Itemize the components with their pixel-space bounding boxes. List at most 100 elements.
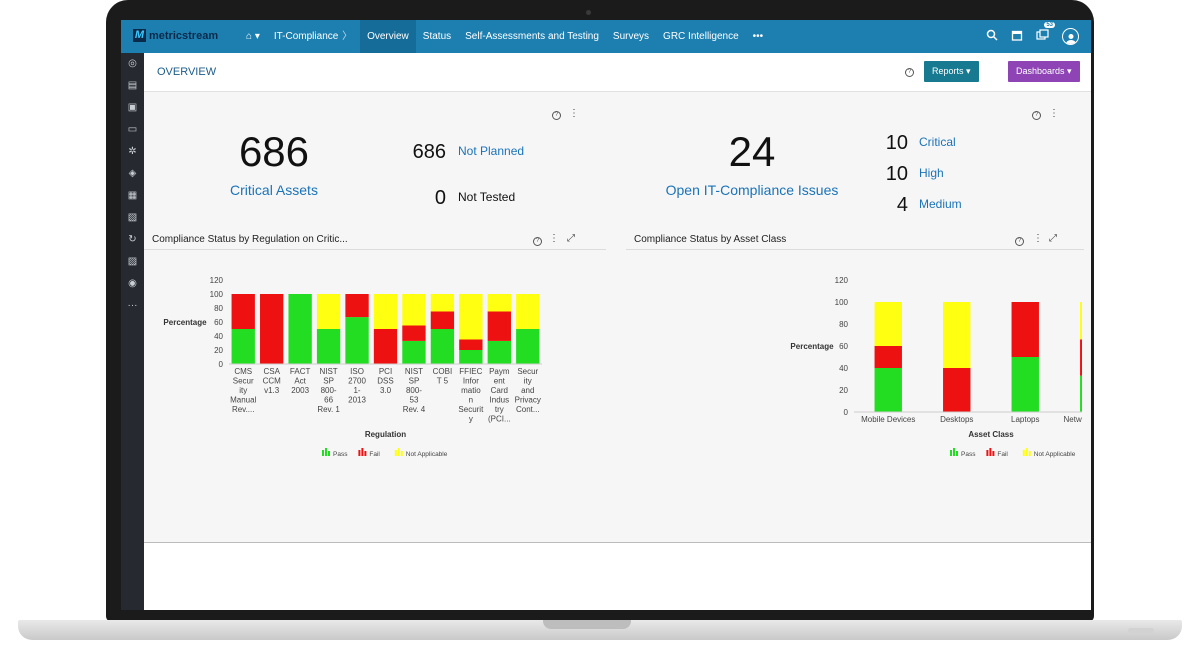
- sidebar-dashboard-icon[interactable]: ◎: [128, 58, 137, 69]
- sidebar-more-icon[interactable]: ···: [127, 300, 138, 311]
- logo[interactable]: M metricstream: [133, 29, 218, 42]
- critical-assets-label[interactable]: Critical Assets: [230, 182, 318, 198]
- nav-surveys[interactable]: Surveys: [612, 31, 650, 42]
- panel-help-icon[interactable]: ?: [1032, 111, 1041, 120]
- chart-title: Compliance Status by Asset Class: [634, 234, 787, 245]
- sidebar-risk-icon[interactable]: ◉: [128, 278, 137, 289]
- sidebar-issues-icon[interactable]: ▨: [127, 256, 138, 267]
- sidebar-assets-icon[interactable]: ◈: [128, 168, 137, 179]
- x-tick-label: NIST SP 800-53 Rev. 4: [403, 367, 426, 414]
- bar-segment: [1080, 339, 1082, 376]
- legend-swatch-icon: [394, 450, 397, 456]
- x-tick-label: Mobile Devices: [861, 415, 915, 424]
- chart-help-icon[interactable]: ?: [533, 237, 542, 246]
- sidebar-reports-icon[interactable]: ▤: [127, 80, 138, 91]
- laptop-base: [18, 620, 1182, 640]
- legend-swatch-icon: [364, 451, 367, 456]
- legend-swatch-icon: [328, 451, 330, 456]
- expand-icon[interactable]: ⤢: [567, 233, 575, 244]
- help-icon[interactable]: ?: [905, 68, 914, 77]
- legend-item: Fail: [986, 448, 1008, 458]
- panel-menu-icon[interactable]: ⋮: [1049, 108, 1059, 119]
- y-tick-label: 0: [844, 408, 849, 417]
- not-planned-label[interactable]: Not Planned: [458, 144, 525, 158]
- page-footer: [144, 542, 1091, 610]
- nav-grc-intelligence[interactable]: GRC Intelligence: [663, 31, 739, 42]
- bar-segment: [288, 294, 312, 364]
- bar-segment: [345, 317, 369, 364]
- x-tick-label: Desktops: [940, 415, 973, 424]
- reports-button[interactable]: Reports ▾: [924, 61, 979, 82]
- open-issues-label[interactable]: Open IT-Compliance Issues: [665, 182, 839, 198]
- bar-segment: [402, 340, 426, 364]
- high-label[interactable]: High: [919, 166, 944, 180]
- dashboards-button[interactable]: Dashboards ▾: [1008, 61, 1080, 82]
- top-navigation-bar: M metricstream ⌂ ▾ IT-Compliance 〉 Overv…: [121, 20, 1091, 53]
- notifications-icon[interactable]: 53: [1036, 22, 1055, 44]
- bar-segment: [943, 368, 971, 412]
- bar-segment: [373, 294, 398, 329]
- nav-status[interactable]: Status: [422, 31, 452, 42]
- critical-label[interactable]: Critical: [919, 135, 956, 149]
- x-tick-label: COBI T 5: [433, 367, 453, 386]
- bar-segment: [1011, 357, 1039, 412]
- user-avatar-icon[interactable]: [1062, 28, 1079, 45]
- calendar-icon[interactable]: [1011, 29, 1023, 44]
- notification-badge: 53: [1044, 22, 1055, 28]
- search-icon[interactable]: [986, 29, 998, 44]
- sidebar-policies-icon[interactable]: ▧: [127, 212, 138, 223]
- chart-menu-icon[interactable]: ⋮: [549, 233, 559, 244]
- legend-swatch-icon: [358, 450, 361, 456]
- bar-segment: [874, 302, 902, 346]
- sidebar-refresh-icon[interactable]: ↻: [128, 234, 137, 245]
- legend-swatch-icon: [325, 448, 327, 456]
- bar-segment: [487, 340, 511, 364]
- legend-swatch-icon: [397, 448, 400, 456]
- y-tick-label: 20: [214, 346, 223, 355]
- nav-it-compliance[interactable]: IT-Compliance 〉: [267, 20, 360, 53]
- bar-segment: [874, 368, 902, 412]
- legend-swatch-icon: [986, 450, 989, 456]
- legend-swatch-icon: [989, 448, 992, 456]
- legend-label: Not Applicable: [406, 451, 448, 458]
- chart-help-icon[interactable]: ?: [1015, 237, 1024, 246]
- bar-segment: [874, 346, 902, 368]
- y-tick-label: 80: [839, 320, 848, 329]
- nav-self-assessments[interactable]: Self-Assessments and Testing: [465, 31, 599, 42]
- chart-divider: [626, 249, 1084, 250]
- nav-more-icon[interactable]: •••: [752, 31, 764, 42]
- page-title: OVERVIEW: [157, 66, 217, 78]
- legend-swatch-icon: [956, 451, 958, 456]
- medium-label[interactable]: Medium: [919, 197, 962, 211]
- home-menu-icon[interactable]: ⌂ ▾: [246, 31, 260, 42]
- laptop-foot: [1128, 628, 1154, 633]
- panel-help-icon[interactable]: ?: [552, 111, 561, 120]
- x-tick-label: PCI DSS 3.0: [377, 367, 393, 395]
- panel-menu-icon[interactable]: ⋮: [569, 108, 579, 119]
- chart-menu-icon[interactable]: ⋮: [1033, 233, 1043, 244]
- nav-overview[interactable]: Overview: [360, 20, 416, 53]
- bar-segment: [430, 311, 455, 329]
- bar-segment: [402, 325, 426, 341]
- legend-swatch-icon: [953, 448, 955, 456]
- sidebar-settings-icon[interactable]: ✲: [128, 146, 137, 157]
- expand-icon[interactable]: ⤢: [1049, 233, 1057, 244]
- bar-segment: [316, 294, 341, 329]
- asset-class-chart: 0 20 40 60 80 100 120 Percentage Mobile Devices D…: [790, 276, 1082, 458]
- legend-label: Fail: [369, 451, 380, 458]
- bar-segment: [487, 311, 511, 341]
- y-tick-label: 80: [214, 304, 223, 313]
- y-tick-label: 100: [210, 290, 224, 299]
- sidebar-documents-icon[interactable]: ▦: [127, 190, 138, 201]
- bar-segment: [459, 350, 483, 364]
- bar-segment: [373, 329, 398, 364]
- sidebar-monitor-icon[interactable]: ▭: [127, 124, 138, 135]
- not-planned-value: 686: [412, 141, 446, 163]
- y-tick-label: 40: [839, 364, 848, 373]
- critical-assets-value: 686: [238, 128, 310, 175]
- x-tick-label: FACT Act 2003: [290, 367, 311, 395]
- x-tick-label: Paym ent Card Indus try (PCI...: [488, 367, 511, 424]
- sidebar-assessments-icon[interactable]: ▣: [127, 102, 138, 113]
- legend-swatch-icon: [361, 448, 364, 456]
- dashboards-button-label: Dashboards: [1016, 66, 1065, 76]
